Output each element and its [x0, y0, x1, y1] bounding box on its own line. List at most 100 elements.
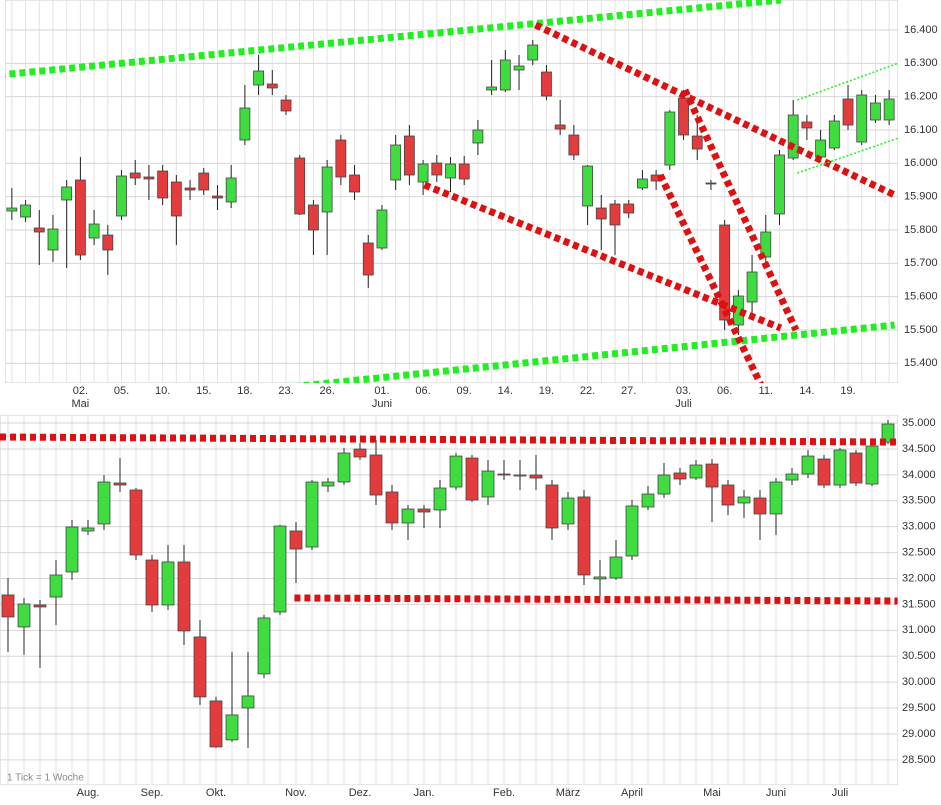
candle-body: [97, 481, 111, 525]
y-tick-label: 16.400: [904, 24, 938, 36]
y-tick-label: 30.500: [902, 650, 936, 662]
x-tick-label: 03.: [676, 385, 691, 397]
candle-body: [49, 574, 63, 598]
candle-body: [198, 172, 210, 191]
x-tick-label: Juli: [832, 787, 849, 799]
candle-body: [184, 187, 196, 191]
trend-line: [533, 21, 897, 199]
y-tick-label: 29.500: [902, 702, 936, 714]
x-tick-label: 06.: [415, 385, 430, 397]
trend-line: [294, 321, 895, 383]
candle-body: [691, 135, 703, 150]
candle-body: [116, 175, 127, 217]
y-tick-label: 16.100: [904, 124, 938, 136]
y-tick-label: 16.200: [904, 91, 938, 103]
x-tick-label: 01.: [374, 385, 389, 397]
candle-body: [129, 489, 143, 556]
trend-line: [294, 594, 898, 605]
x-tick-label: Sep.: [141, 787, 164, 799]
candle-body: [308, 204, 319, 231]
candle-body: [337, 452, 351, 483]
candle-body: [465, 457, 479, 501]
candle-body: [113, 482, 127, 486]
candle-body: [273, 525, 287, 613]
candle-body: [817, 458, 831, 486]
candle-body: [499, 59, 511, 91]
candle-body: [787, 114, 799, 159]
candle-body: [305, 481, 319, 548]
y-tick-label: 35.000: [902, 417, 936, 429]
candle-body: [815, 139, 827, 158]
candle-body: [257, 617, 271, 675]
candle-body: [376, 209, 388, 249]
candle-body: [705, 182, 717, 185]
candle-body: [737, 496, 751, 504]
candle-body: [241, 695, 255, 709]
x-tick-label: 23.: [278, 385, 293, 397]
month-label: Juli: [675, 398, 692, 410]
candle-body: [678, 97, 689, 136]
candle-body: [431, 162, 443, 176]
y-tick-label: 16.300: [904, 57, 938, 69]
y-tick-label: 30.000: [902, 676, 936, 688]
x-tick-label: 10.: [155, 385, 170, 397]
candle-body: [849, 452, 863, 484]
candle-body: [801, 455, 815, 475]
candle-body: [88, 223, 100, 239]
candle-body: [721, 484, 735, 506]
candle-body: [753, 497, 767, 515]
candle-body: [433, 487, 447, 511]
candle-body: [673, 472, 687, 480]
y-tick-label: 32.000: [902, 572, 936, 584]
candle-body: [625, 505, 639, 557]
candle-body: [294, 157, 306, 215]
y-tick-label: 34.000: [902, 469, 936, 481]
trend-line: [657, 173, 764, 383]
trend-line: [5, 0, 782, 78]
candle-body: [321, 481, 335, 487]
y-tick-label: 16.000: [904, 157, 938, 169]
candle-body: [177, 561, 191, 632]
x-tick-label: 09.: [457, 385, 472, 397]
y-tick-label: 15.800: [904, 224, 938, 236]
x-tick-label: 02.: [73, 385, 88, 397]
y-tick-label: 15.500: [904, 324, 938, 336]
candle-body: [157, 170, 169, 199]
candle-body: [33, 227, 45, 233]
candle-body: [623, 203, 635, 214]
candle-body: [321, 166, 333, 213]
x-tick-label: Feb.: [493, 787, 515, 799]
candle-body: [641, 493, 655, 508]
candle-body: [161, 561, 175, 606]
candle-body: [102, 234, 114, 251]
candle-body: [266, 83, 278, 89]
x-tick-label: 14.: [799, 385, 814, 397]
candle-body: [81, 527, 95, 532]
x-tick-label: 05.: [114, 385, 129, 397]
trend-line: [681, 88, 800, 332]
candle-body: [1, 594, 15, 618]
candle-body: [595, 207, 607, 220]
candle-body: [513, 474, 527, 477]
x-tick-label: Jan.: [414, 787, 435, 799]
candle-body: [828, 120, 840, 149]
candle-body: [883, 98, 895, 121]
candle-body: [390, 144, 402, 181]
candle-body: [212, 195, 223, 199]
x-tick-label: Mai: [703, 787, 721, 799]
y-tick-label: 15.600: [904, 291, 938, 303]
x-tick-label: 14.: [498, 385, 513, 397]
candle-body: [801, 121, 813, 129]
x-tick-label: 11.: [759, 385, 773, 397]
candle-body: [554, 124, 566, 130]
candle-body: [17, 603, 31, 628]
candle-body: [527, 44, 539, 61]
candle-body: [253, 70, 264, 86]
month-label: Juni: [372, 398, 392, 410]
candle-body: [417, 163, 429, 183]
candle-body: [445, 163, 456, 179]
x-tick-label: Nov.: [285, 787, 307, 799]
candle-body: [481, 470, 495, 498]
plot-area: [5, 0, 898, 383]
candle-body: [193, 636, 207, 698]
